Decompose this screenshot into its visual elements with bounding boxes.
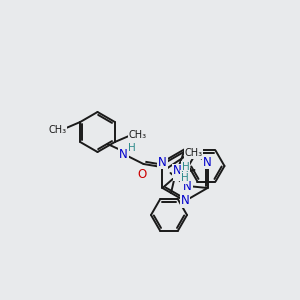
Text: N: N <box>181 194 189 208</box>
Text: CH₃: CH₃ <box>48 125 66 135</box>
Text: O: O <box>137 167 146 181</box>
Text: H: H <box>181 171 189 181</box>
Text: H: H <box>182 162 189 172</box>
Text: N: N <box>158 155 167 169</box>
Text: N: N <box>174 167 183 181</box>
Text: CH₃: CH₃ <box>184 148 202 158</box>
Text: N: N <box>203 155 212 169</box>
Text: H: H <box>128 143 135 153</box>
Text: CH₃: CH₃ <box>129 130 147 140</box>
Text: N: N <box>119 148 128 160</box>
Text: H: H <box>181 173 188 183</box>
Text: N: N <box>172 164 182 178</box>
Text: N: N <box>183 179 192 193</box>
